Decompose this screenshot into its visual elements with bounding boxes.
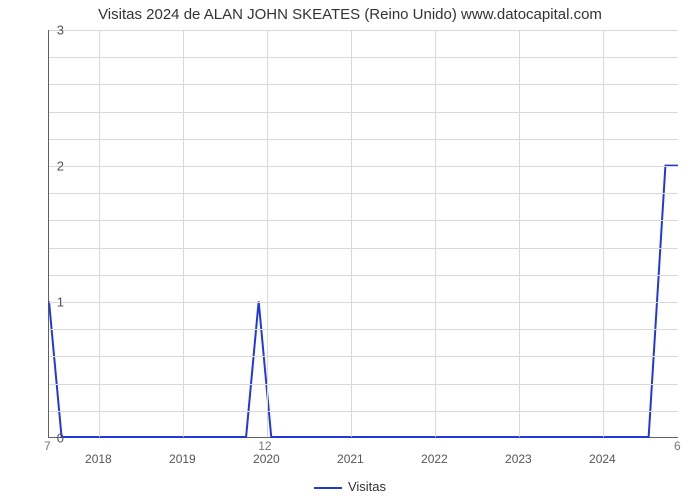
y-tick-label: 3 (34, 23, 64, 38)
grid-line-h-minor (49, 112, 678, 113)
grid-line-h (49, 302, 678, 303)
grid-line-h-minor (49, 248, 678, 249)
secondary-label: 7 (44, 439, 51, 453)
grid-line-h-minor (49, 356, 678, 357)
grid-line-v (603, 30, 604, 437)
legend: Visitas (0, 479, 700, 494)
grid-line-h-minor (49, 57, 678, 58)
line-series (49, 30, 678, 437)
grid-line-h-minor (49, 220, 678, 221)
x-tick-label: 2023 (505, 452, 532, 466)
chart-title: Visitas 2024 de ALAN JOHN SKEATES (Reino… (0, 6, 700, 23)
chart-container: Visitas 2024 de ALAN JOHN SKEATES (Reino… (0, 0, 700, 500)
grid-line-v (435, 30, 436, 437)
grid-line-h-minor (49, 329, 678, 330)
y-tick-label: 2 (34, 159, 64, 174)
grid-line-h-minor (49, 139, 678, 140)
x-tick-label: 2018 (85, 452, 112, 466)
grid-line-h (49, 30, 678, 31)
grid-line-v (183, 30, 184, 437)
x-tick-label: 2021 (337, 452, 364, 466)
x-tick-label: 2020 (253, 452, 280, 466)
x-tick-label: 2019 (169, 452, 196, 466)
grid-line-v (351, 30, 352, 437)
grid-line-v (267, 30, 268, 437)
grid-line-h-minor (49, 384, 678, 385)
secondary-label: 6 (674, 439, 681, 453)
x-tick-label: 2022 (421, 452, 448, 466)
grid-line-h-minor (49, 411, 678, 412)
grid-line-h-minor (49, 275, 678, 276)
x-tick-label: 2024 (589, 452, 616, 466)
legend-swatch (314, 487, 342, 489)
grid-line-v (519, 30, 520, 437)
grid-line-h-minor (49, 84, 678, 85)
y-tick-label: 1 (34, 295, 64, 310)
plot-area (48, 30, 678, 438)
legend-label: Visitas (348, 479, 386, 494)
secondary-label: 12 (258, 439, 271, 453)
grid-line-v (99, 30, 100, 437)
grid-line-h-minor (49, 193, 678, 194)
grid-line-h (49, 166, 678, 167)
